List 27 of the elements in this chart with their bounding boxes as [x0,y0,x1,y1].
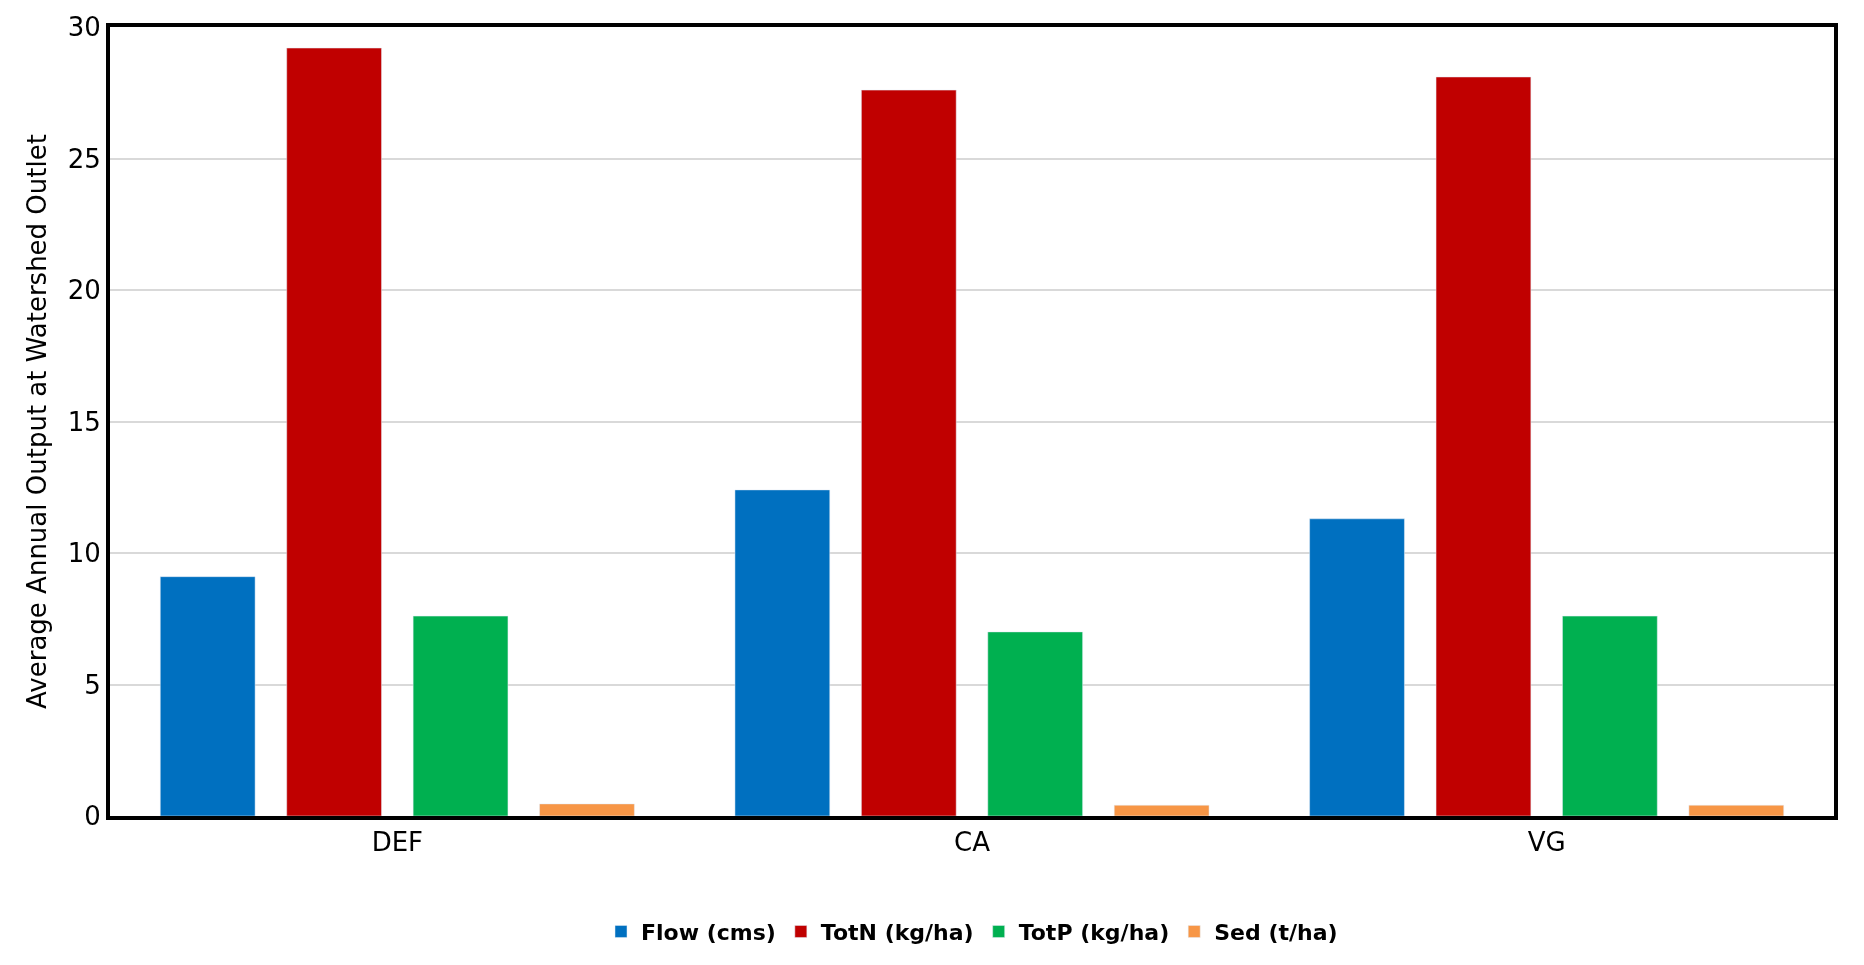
bar [734,489,831,816]
x-tick-label: DEF [371,827,424,858]
bar [1562,615,1658,816]
legend-label: TotP (kg/ha) [1018,920,1170,946]
legend-label: TotN (kg/ha) [820,920,974,946]
bar [861,89,957,816]
legend-label: Flow (cms) [641,920,776,946]
bar [1309,518,1405,816]
bar [1435,76,1532,816]
bar [160,576,256,816]
y-tick-label: 5 [84,669,101,700]
y-axis-title: Average Annual Output at Watershed Outlet [21,134,52,709]
x-tick-label: VG [1527,827,1566,858]
bar [1688,804,1784,816]
bar [539,803,635,816]
y-tick-label: 20 [67,275,101,306]
bar [412,615,509,816]
y-tick-label: 15 [67,406,101,437]
x-tick-label: CA [954,827,991,858]
bar [1113,804,1210,816]
legend-label: Sed (t/ha) [1214,920,1338,946]
y-tick-label: 0 [84,801,101,832]
bar [286,47,382,816]
bar [987,631,1083,816]
y-tick-label: 10 [67,538,101,569]
y-tick-label: 25 [67,143,101,174]
y-tick-label: 30 [67,12,101,43]
